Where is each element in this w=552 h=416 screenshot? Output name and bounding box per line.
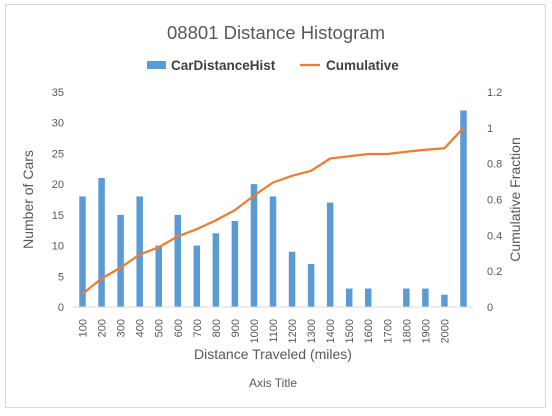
y-axis-label: Number of Cars (20, 150, 36, 249)
bar (136, 196, 143, 307)
bar (364, 288, 372, 307)
legend: CarDistanceHist Cumulative (147, 58, 399, 73)
bar (307, 264, 315, 307)
y2-tick-label: 0.8 (487, 159, 502, 171)
x-tick-label: 1300 (306, 319, 318, 343)
y2-axis-label: Cumulative Fraction (507, 137, 523, 262)
bar (422, 288, 429, 307)
bar (326, 202, 334, 307)
bar (212, 233, 220, 307)
legend-label-bar: CarDistanceHist (171, 58, 276, 73)
x-tick-label: 2000 (439, 319, 451, 343)
bar (193, 245, 201, 307)
cumulative-line (81, 126, 465, 296)
y-tick-label: 20 (52, 179, 64, 191)
x-tick-label: 1900 (420, 319, 432, 343)
y-tick-label: 35 (52, 87, 64, 99)
bar (441, 294, 448, 307)
y-axis-ticks: 0 5 10 15 20 25 30 35 (52, 87, 64, 314)
x-tick-label: 800 (211, 319, 223, 337)
x-axis-label: Distance Traveled (miles) (194, 346, 352, 362)
secondary-axis-title: Axis Title (249, 376, 297, 390)
bar (288, 251, 296, 307)
y-tick-label: 0 (58, 302, 64, 314)
bar (250, 184, 258, 307)
x-tick-label: 1000 (249, 319, 261, 343)
y-tick-label: 30 (52, 118, 64, 130)
chart-svg: 08801 Distance Histogram CarDistanceHist… (20, 22, 523, 390)
y2-tick-label: 0.6 (487, 195, 502, 207)
bar (231, 221, 239, 307)
x-tick-label: 1100 (268, 319, 280, 343)
y2-tick-label: 0.2 (487, 266, 502, 278)
y2-tick-label: 1 (487, 123, 493, 135)
x-tick-label: 400 (135, 319, 147, 337)
bar (403, 288, 410, 307)
bar (269, 196, 277, 307)
y2-tick-label: 0.4 (487, 230, 502, 242)
x-tick-label: 1800 (401, 319, 413, 343)
x-tick-label: 200 (97, 319, 109, 337)
y2-axis-ticks: 0 0.2 0.4 0.6 0.8 1 1.2 (487, 87, 502, 314)
x-tick-label: 1200 (287, 319, 299, 343)
x-tick-label: 600 (173, 319, 185, 337)
x-tick-label: 300 (116, 319, 128, 337)
x-tick-label: 700 (192, 319, 204, 337)
x-tick-label: 1600 (363, 319, 375, 343)
y-tick-label: 15 (52, 210, 64, 222)
x-axis-ticks: 100 200 300 400 500 600 700 800 900 1000 1100 1200 1… (78, 319, 452, 343)
bar (345, 288, 353, 307)
bar (155, 245, 162, 307)
y2-tick-label: 0 (487, 302, 493, 314)
bar (98, 178, 105, 307)
y-tick-label: 25 (52, 148, 64, 160)
chart-title: 08801 Distance Histogram (167, 22, 385, 43)
x-tick-label: 1700 (382, 319, 394, 343)
bar (460, 110, 467, 307)
x-tick-label: 100 (78, 319, 90, 337)
y2-tick-label: 1.2 (487, 87, 502, 99)
legend-swatch-bar (147, 61, 166, 69)
chart-frame: 08801 Distance Histogram CarDistanceHist… (5, 4, 546, 408)
x-tick-label: 500 (154, 319, 166, 337)
bar-series (79, 110, 467, 307)
x-tick-label: 900 (230, 319, 242, 337)
x-tick-label: 1500 (344, 319, 356, 343)
legend-label-line: Cumulative (326, 58, 399, 73)
y-tick-label: 5 (58, 271, 64, 283)
y-tick-label: 10 (52, 241, 64, 253)
bar (117, 214, 124, 307)
x-tick-label: 1400 (325, 319, 337, 343)
bar (79, 196, 86, 307)
bar (174, 214, 182, 307)
